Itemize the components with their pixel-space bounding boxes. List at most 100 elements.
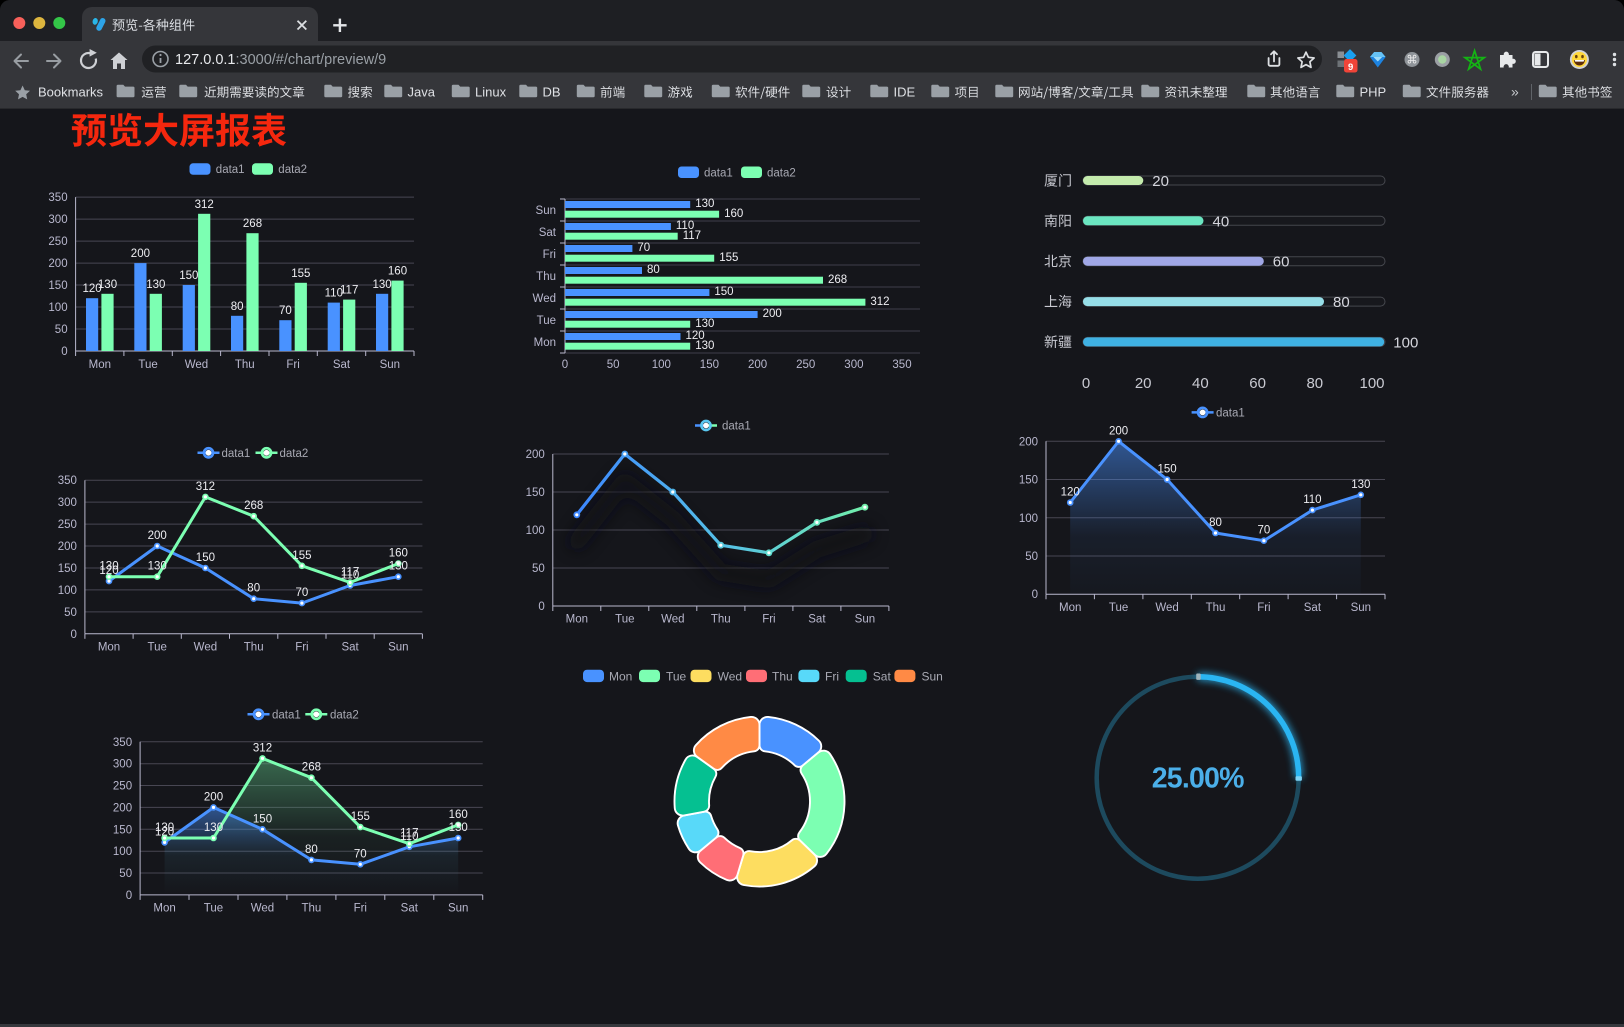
svg-text:150: 150 xyxy=(196,552,215,564)
svg-text:150: 150 xyxy=(48,280,67,292)
svg-text:50: 50 xyxy=(64,607,77,619)
svg-text:70: 70 xyxy=(279,305,292,317)
svg-text:data1: data1 xyxy=(222,448,251,460)
svg-text:Mon: Mon xyxy=(153,903,175,915)
svg-text:130: 130 xyxy=(373,279,392,291)
svg-text:Mon: Mon xyxy=(98,642,120,654)
svg-text:200: 200 xyxy=(748,359,767,371)
svg-text:117: 117 xyxy=(341,567,359,579)
svg-text:Mon: Mon xyxy=(566,614,588,626)
svg-text:80: 80 xyxy=(1306,375,1323,392)
svg-text:70: 70 xyxy=(296,587,309,599)
svg-text:Mon: Mon xyxy=(1059,602,1081,614)
svg-text:300: 300 xyxy=(844,359,863,371)
svg-text:Tue: Tue xyxy=(666,670,687,684)
svg-text:130: 130 xyxy=(204,822,223,834)
svg-text:200: 200 xyxy=(131,248,150,260)
svg-text:Fri: Fri xyxy=(825,670,839,684)
svg-text:300: 300 xyxy=(58,497,77,509)
svg-text:130: 130 xyxy=(98,279,117,291)
svg-text:9: 9 xyxy=(1348,62,1353,73)
svg-text:130: 130 xyxy=(1351,479,1370,491)
svg-text:250: 250 xyxy=(58,519,77,531)
svg-text:155: 155 xyxy=(719,252,738,264)
svg-text:Mon: Mon xyxy=(609,670,632,684)
svg-text:268: 268 xyxy=(244,500,263,512)
svg-text:data1: data1 xyxy=(216,164,245,176)
svg-text:150: 150 xyxy=(1158,464,1177,476)
svg-text:Tue: Tue xyxy=(138,359,157,371)
svg-text:80: 80 xyxy=(247,583,260,595)
svg-text:130: 130 xyxy=(389,561,408,573)
svg-text:200: 200 xyxy=(763,308,782,320)
svg-text:350: 350 xyxy=(48,192,67,204)
svg-text:Mon: Mon xyxy=(534,337,556,349)
svg-text:120: 120 xyxy=(155,826,174,838)
svg-text:200: 200 xyxy=(113,802,132,814)
svg-text:130: 130 xyxy=(155,822,174,834)
svg-text:80: 80 xyxy=(305,844,318,856)
svg-text:Wed: Wed xyxy=(1155,602,1178,614)
svg-text:312: 312 xyxy=(870,296,889,308)
svg-text:Fri: Fri xyxy=(1257,602,1270,614)
svg-text:Thu: Thu xyxy=(536,271,556,283)
svg-text:70: 70 xyxy=(1258,525,1271,537)
svg-text:130: 130 xyxy=(99,561,118,573)
svg-text:0: 0 xyxy=(1082,375,1090,392)
svg-text:0: 0 xyxy=(61,346,67,358)
svg-text:DB: DB xyxy=(543,85,561,100)
svg-text:250: 250 xyxy=(48,236,67,248)
svg-text:80: 80 xyxy=(231,301,244,313)
svg-text:Fri: Fri xyxy=(762,614,775,626)
svg-text:data2: data2 xyxy=(280,448,309,460)
svg-text:Bookmarks: Bookmarks xyxy=(38,85,104,100)
svg-text:Sun: Sun xyxy=(536,205,556,217)
svg-text:Wed: Wed xyxy=(718,670,742,684)
svg-text:200: 200 xyxy=(48,258,67,270)
svg-text:40: 40 xyxy=(1213,213,1230,230)
svg-text:40: 40 xyxy=(1192,375,1209,392)
svg-text:70: 70 xyxy=(354,848,367,860)
svg-text:0: 0 xyxy=(70,629,76,641)
svg-text:Fri: Fri xyxy=(354,903,367,915)
svg-text:60: 60 xyxy=(1249,375,1266,392)
svg-text:130: 130 xyxy=(148,561,167,573)
svg-text:250: 250 xyxy=(796,359,815,371)
svg-text:155: 155 xyxy=(291,268,310,280)
svg-text:Sun: Sun xyxy=(388,642,408,654)
svg-text:Tue: Tue xyxy=(204,903,223,915)
svg-text:110: 110 xyxy=(325,288,343,300)
svg-text:20: 20 xyxy=(1152,173,1169,190)
svg-text:data2: data2 xyxy=(330,710,359,722)
svg-text:312: 312 xyxy=(195,199,214,211)
svg-text:Sun: Sun xyxy=(1351,602,1371,614)
svg-text:160: 160 xyxy=(388,266,407,278)
svg-text:350: 350 xyxy=(892,359,911,371)
svg-text:Sat: Sat xyxy=(341,642,359,654)
svg-text:Thu: Thu xyxy=(1206,602,1226,614)
svg-text:data1: data1 xyxy=(1216,408,1245,420)
svg-text:130: 130 xyxy=(146,279,165,291)
svg-text:80: 80 xyxy=(1333,294,1350,311)
svg-text:100: 100 xyxy=(113,846,132,858)
svg-text:100: 100 xyxy=(48,302,67,314)
svg-text:Wed: Wed xyxy=(251,903,274,915)
svg-text:data1: data1 xyxy=(704,167,733,179)
svg-text:130: 130 xyxy=(449,822,468,834)
svg-text:350: 350 xyxy=(113,737,132,749)
svg-text:200: 200 xyxy=(58,541,77,553)
svg-text:268: 268 xyxy=(828,274,847,286)
svg-text:80: 80 xyxy=(647,264,660,276)
svg-text:Sat: Sat xyxy=(333,359,351,371)
svg-text:Sat: Sat xyxy=(1304,602,1322,614)
svg-text:Tue: Tue xyxy=(1109,602,1128,614)
svg-text:160: 160 xyxy=(724,208,743,220)
svg-text:Sun: Sun xyxy=(380,359,400,371)
svg-text:IDE: IDE xyxy=(894,85,916,100)
svg-text:117: 117 xyxy=(400,828,418,840)
svg-text:50: 50 xyxy=(532,563,545,575)
svg-text:Fri: Fri xyxy=(286,359,299,371)
svg-text:150: 150 xyxy=(113,824,132,836)
svg-text:50: 50 xyxy=(607,359,620,371)
svg-text:110: 110 xyxy=(400,831,418,843)
